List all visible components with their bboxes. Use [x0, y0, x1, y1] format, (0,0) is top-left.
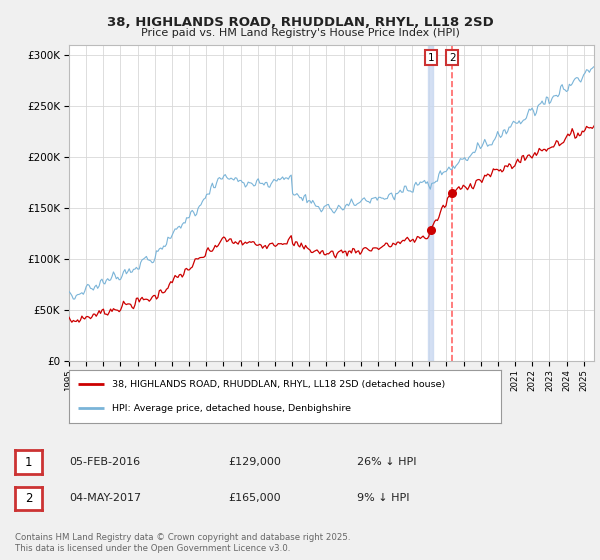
Text: Price paid vs. HM Land Registry's House Price Index (HPI): Price paid vs. HM Land Registry's House …	[140, 28, 460, 38]
Text: 38, HIGHLANDS ROAD, RHUDDLAN, RHYL, LL18 2SD (detached house): 38, HIGHLANDS ROAD, RHUDDLAN, RHYL, LL18…	[112, 380, 445, 389]
Text: Contains HM Land Registry data © Crown copyright and database right 2025.
This d: Contains HM Land Registry data © Crown c…	[15, 533, 350, 553]
Text: 2: 2	[449, 53, 455, 63]
Text: 05-FEB-2016: 05-FEB-2016	[69, 457, 140, 467]
Text: HPI: Average price, detached house, Denbighshire: HPI: Average price, detached house, Denb…	[112, 404, 351, 413]
Text: £129,000: £129,000	[228, 457, 281, 467]
Text: 38, HIGHLANDS ROAD, RHUDDLAN, RHYL, LL18 2SD: 38, HIGHLANDS ROAD, RHUDDLAN, RHYL, LL18…	[107, 16, 493, 29]
Text: 2: 2	[25, 492, 32, 505]
Text: 26% ↓ HPI: 26% ↓ HPI	[357, 457, 416, 467]
Text: 9% ↓ HPI: 9% ↓ HPI	[357, 493, 409, 503]
Text: 1: 1	[25, 455, 32, 469]
Bar	[428, 45, 433, 361]
Text: 1: 1	[428, 53, 434, 63]
Text: 04-MAY-2017: 04-MAY-2017	[69, 493, 141, 503]
Text: £165,000: £165,000	[228, 493, 281, 503]
